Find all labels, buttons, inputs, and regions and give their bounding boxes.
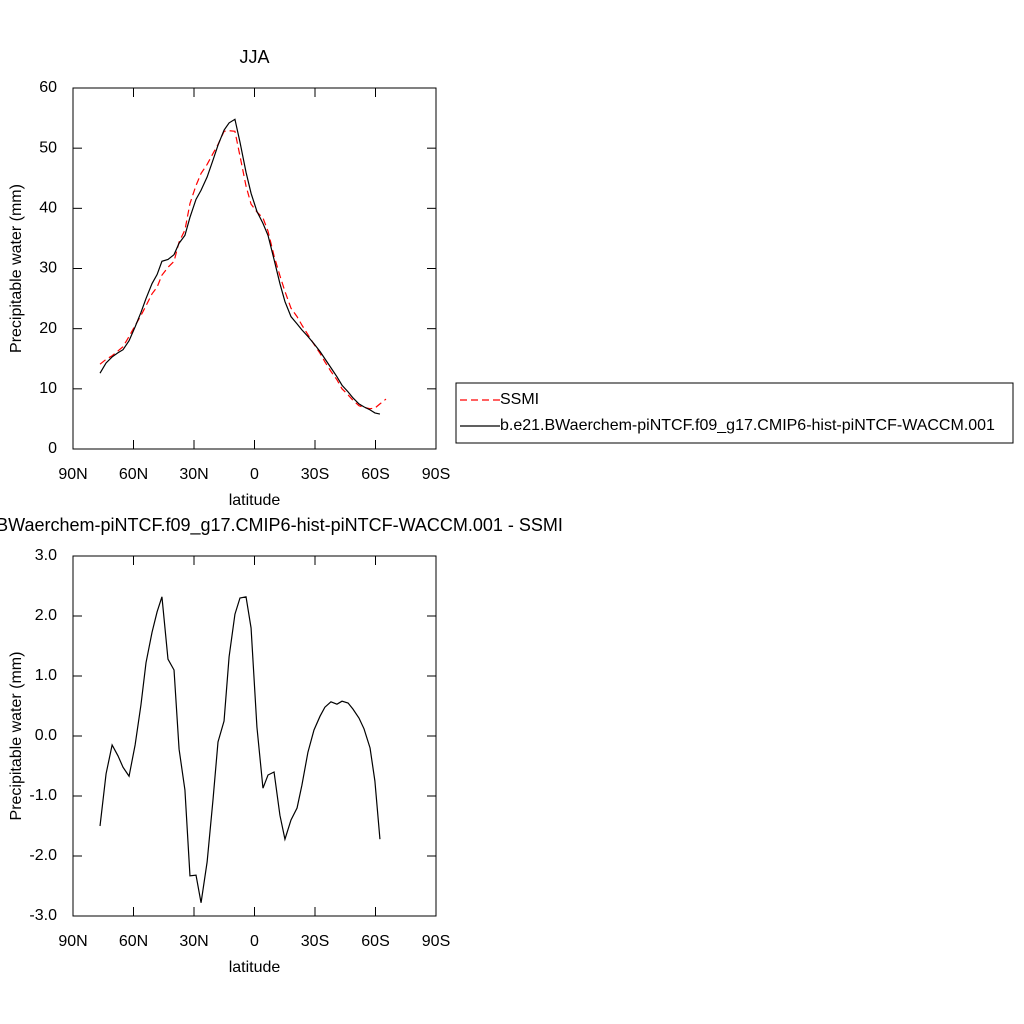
- x-tick-label: 60S: [361, 933, 389, 950]
- series-line: [99, 118, 381, 415]
- y-tick-label: 2.0: [35, 607, 57, 624]
- y-axis-label: Precipitable water (mm): [8, 184, 25, 353]
- x-tick-label: 90N: [58, 466, 87, 483]
- y-tick-label: 3.0: [35, 547, 57, 564]
- x-tick-label: 90S: [422, 466, 450, 483]
- y-tick-label: -1.0: [29, 787, 57, 804]
- y-tick-label: 0: [48, 440, 57, 457]
- legend-label: SSMI: [500, 391, 539, 408]
- x-axis-label: latitude: [229, 492, 281, 509]
- y-tick-label: 30: [39, 260, 57, 277]
- y-tick-label: 1.0: [35, 667, 57, 684]
- x-tick-label: 60N: [119, 466, 148, 483]
- x-tick-label: 60S: [361, 466, 389, 483]
- chart-title: JJA: [239, 47, 269, 67]
- y-tick-label: 10: [39, 380, 57, 397]
- x-tick-label: 0: [250, 933, 259, 950]
- chart-title: b.e21.BWaerchem-piNTCF.f09_g17.CMIP6-his…: [0, 515, 563, 536]
- x-tick-label: 30N: [179, 466, 208, 483]
- y-tick-label: 20: [39, 320, 57, 337]
- y-tick-label: 0.0: [35, 727, 57, 744]
- plot-frame: [72, 555, 437, 917]
- y-tick-label: -3.0: [29, 907, 57, 924]
- y-tick-label: 40: [39, 200, 57, 217]
- x-tick-label: 30S: [301, 933, 329, 950]
- x-tick-label: 30N: [179, 933, 208, 950]
- x-tick-label: 90N: [58, 933, 87, 950]
- y-axis-label: Precipitable water (mm): [8, 652, 25, 821]
- plot-frame: [72, 87, 437, 450]
- y-tick-label: 50: [39, 139, 57, 156]
- x-tick-label: 30S: [301, 466, 329, 483]
- legend-box: [455, 382, 1014, 444]
- x-tick-label: 90S: [422, 933, 450, 950]
- x-axis-label: latitude: [229, 959, 281, 976]
- x-tick-label: 0: [250, 466, 259, 483]
- y-tick-label: -2.0: [29, 847, 57, 864]
- series-line: [99, 130, 387, 410]
- x-tick-label: 60N: [119, 933, 148, 950]
- series-line: [99, 596, 381, 903]
- y-tick-label: 60: [39, 79, 57, 96]
- legend-label: b.e21.BWaerchem-piNTCF.f09_g17.CMIP6-his…: [500, 417, 995, 434]
